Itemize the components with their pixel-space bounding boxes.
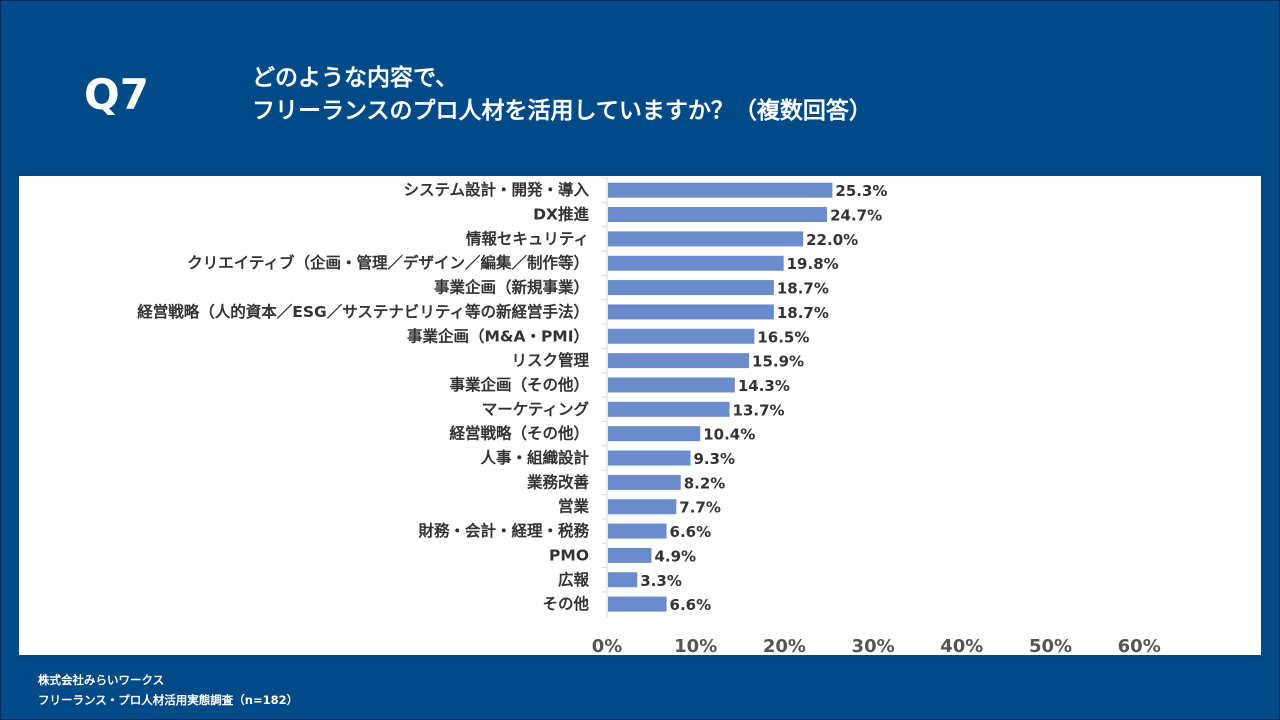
data-label: 25.3% bbox=[835, 182, 887, 200]
data-label: 8.2% bbox=[684, 474, 726, 492]
category-label: 財務・会計・経理・税務 bbox=[418, 521, 589, 540]
data-label: 19.8% bbox=[787, 255, 839, 273]
category-label: DX推進 bbox=[533, 205, 589, 224]
x-tick-label: 0% bbox=[592, 636, 623, 657]
data-label: 6.6% bbox=[670, 596, 712, 614]
category-label: リスク管理 bbox=[511, 351, 589, 370]
data-label: 15.9% bbox=[752, 353, 804, 371]
bar bbox=[608, 450, 691, 466]
bar bbox=[608, 328, 755, 344]
bar bbox=[608, 182, 833, 198]
data-label: 3.3% bbox=[640, 572, 682, 590]
category-label: 業務改善 bbox=[526, 472, 590, 491]
bar bbox=[608, 280, 774, 296]
category-label: その他 bbox=[542, 594, 589, 613]
bar bbox=[608, 572, 638, 588]
data-label: 4.9% bbox=[654, 547, 696, 565]
bar bbox=[608, 523, 667, 539]
bar bbox=[608, 377, 735, 393]
category-label: 経営戦略（人的資本／ESG／サステナビリティ等の新経営手法） bbox=[137, 302, 589, 321]
data-label: 16.5% bbox=[757, 328, 809, 346]
title-line-1: どのような内容で、 bbox=[252, 65, 459, 91]
question-title: どのような内容で、 フリーランスのプロ人材を活用していますか？（複数回答） bbox=[252, 62, 872, 128]
category-label: PMO bbox=[549, 546, 589, 564]
data-label: 13.7% bbox=[733, 401, 785, 419]
data-label: 7.7% bbox=[679, 499, 721, 517]
category-label: 人事・組織設計 bbox=[480, 448, 589, 467]
bar bbox=[608, 596, 667, 612]
bar bbox=[608, 474, 681, 490]
question-number: Q7 bbox=[84, 70, 149, 119]
x-tick-label: 30% bbox=[852, 636, 895, 657]
bar bbox=[608, 499, 677, 515]
bar bbox=[608, 426, 701, 442]
bar bbox=[608, 353, 750, 369]
category-label: クリエイティブ（企画・管理／デザイン／編集／制作等） bbox=[187, 253, 589, 272]
data-label: 18.7% bbox=[777, 304, 829, 322]
bar bbox=[608, 304, 774, 320]
bar bbox=[608, 231, 804, 247]
footer: 株式会社みらいワークス フリーランス・プロ人材活用実態調査（n=182） bbox=[38, 670, 298, 710]
x-tick-label: 60% bbox=[1118, 636, 1161, 657]
footer-survey: フリーランス・プロ人材活用実態調査（n=182） bbox=[38, 693, 299, 707]
data-label: 10.4% bbox=[703, 426, 755, 444]
category-label: 情報セキュリティ bbox=[466, 229, 589, 248]
x-tick-label: 10% bbox=[674, 636, 717, 657]
data-label: 14.3% bbox=[738, 377, 790, 395]
data-label: 6.6% bbox=[670, 523, 712, 541]
data-label: 22.0% bbox=[806, 231, 858, 249]
data-label: 18.7% bbox=[777, 280, 829, 298]
category-label: 事業企画（その他） bbox=[449, 375, 589, 394]
category-label: 営業 bbox=[558, 497, 590, 516]
data-label: 9.3% bbox=[693, 450, 735, 468]
footer-company: 株式会社みらいワークス bbox=[38, 673, 165, 687]
bar bbox=[608, 255, 784, 271]
x-tick-label: 20% bbox=[763, 636, 806, 657]
bar bbox=[608, 207, 828, 223]
title-line-2: フリーランスのプロ人材を活用していますか？（複数回答） bbox=[252, 98, 872, 124]
category-label: 事業企画（新規事業） bbox=[434, 278, 589, 297]
category-label: 経営戦略（その他） bbox=[449, 424, 589, 443]
category-label: 事業企画（M&A・PMI） bbox=[407, 326, 589, 345]
bar bbox=[608, 547, 652, 563]
category-label: マーケティング bbox=[482, 399, 590, 418]
category-label: システム設計・開発・導入 bbox=[403, 180, 589, 199]
category-label: 広報 bbox=[558, 570, 590, 589]
x-tick-label: 50% bbox=[1029, 636, 1072, 657]
x-tick-label: 40% bbox=[940, 636, 983, 657]
bar bbox=[608, 401, 730, 417]
data-label: 24.7% bbox=[830, 207, 882, 225]
